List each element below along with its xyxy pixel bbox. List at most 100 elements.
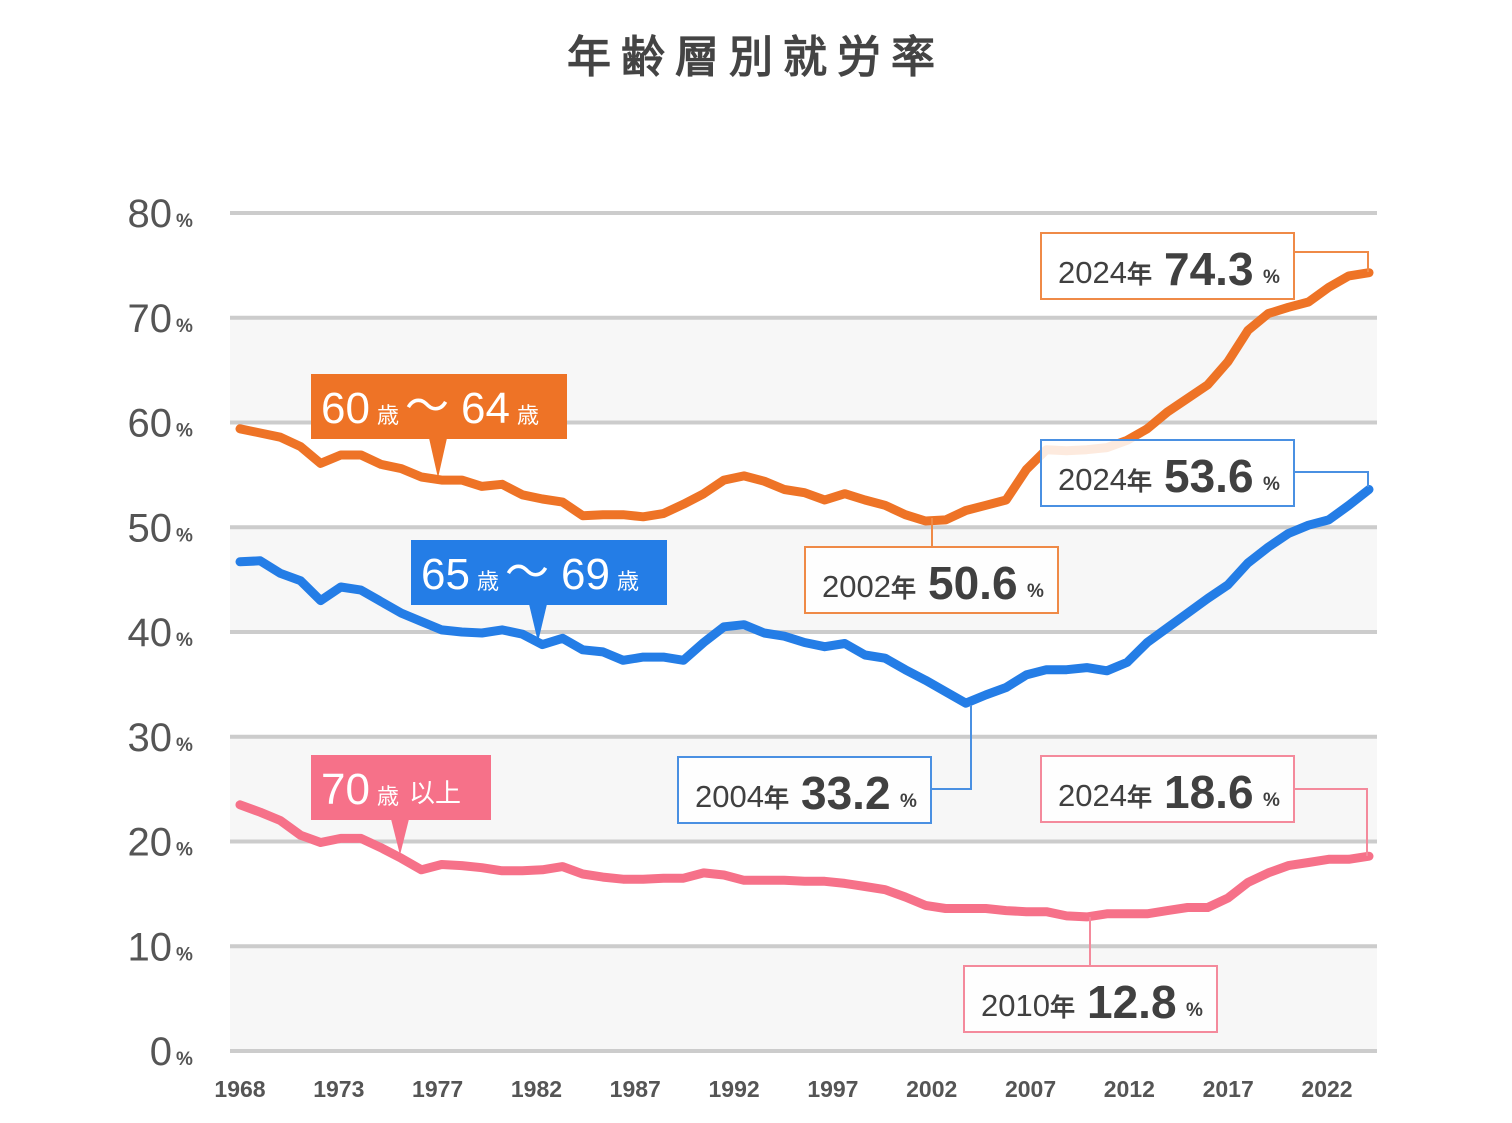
tag-pointer xyxy=(529,604,547,642)
annotation-box: 2024 年 18.6% xyxy=(1040,755,1295,823)
annotation-box: 2004 年 33.2% xyxy=(677,756,932,824)
x-tick-label: 2012 xyxy=(1104,1076,1155,1102)
x-tick-label: 1992 xyxy=(709,1076,760,1102)
annotation-year: 2024 xyxy=(1058,462,1127,497)
annotation-frame xyxy=(804,546,1059,614)
annotation-year-unit: 年 xyxy=(1050,993,1075,1022)
annotation-value: 74.3 xyxy=(1164,243,1254,295)
y-tick-unit: % xyxy=(176,840,193,861)
annotation-leaders xyxy=(930,251,1369,966)
y-tick-unit: % xyxy=(176,525,193,546)
annotation-year-unit: 年 xyxy=(1127,783,1152,812)
tag-age-unit: 歳 xyxy=(477,570,499,595)
annotation-percent: % xyxy=(1027,581,1044,602)
y-tick-label: 50 xyxy=(128,506,173,550)
annotation-value: 50.6 xyxy=(928,557,1018,609)
y-tick-label: 40 xyxy=(128,611,173,655)
y-tick-label: 0 xyxy=(150,1030,172,1074)
x-tick-label: 1982 xyxy=(511,1076,562,1102)
tag-age-unit: 歳 xyxy=(617,570,639,595)
annotation-year: 2024 xyxy=(1058,778,1127,813)
y-tick-label: 20 xyxy=(128,821,173,865)
tag-age-to: 69 xyxy=(561,550,610,599)
tag-age-from: 60 xyxy=(321,384,370,433)
annotation-box: 2002 年 50.6% xyxy=(804,546,1059,614)
annotations: 2024 年 74.3 %2002 年 50.6 %2024 年 53.6 %2004 年 33.2%… xyxy=(677,232,1295,1033)
y-tick-unit: % xyxy=(176,211,193,232)
annotation-percent: % xyxy=(900,791,917,812)
annotation-value: 53.6 xyxy=(1164,450,1254,502)
y-tick-unit: % xyxy=(176,944,193,965)
x-tick-label: 2022 xyxy=(1301,1076,1352,1102)
y-tick-unit: % xyxy=(176,421,193,442)
annotation-leader-line xyxy=(930,705,972,790)
annotation-value: 18.6 xyxy=(1164,766,1254,818)
annotation-box: 2024 年 53.6% xyxy=(1040,439,1295,507)
series-tags: 60 歳〜 64 歳65 歳〜 69 歳70 歳以上 xyxy=(311,374,667,855)
y-tick-unit: % xyxy=(176,1049,193,1070)
tag-suffix: 以上 xyxy=(409,779,461,809)
tag-background xyxy=(411,540,667,605)
chart-title: 年齢層別就労率 xyxy=(567,32,945,83)
x-tick-label: 1973 xyxy=(313,1076,364,1102)
annotation-year-unit: 年 xyxy=(764,784,789,813)
annotation-percent: % xyxy=(1263,790,1280,811)
tag-background xyxy=(311,755,491,820)
annotation-percent: % xyxy=(1186,1000,1203,1021)
annotation-year-unit: 年 xyxy=(891,574,916,603)
annotation-leader-line xyxy=(1294,788,1368,856)
annotation-value: 12.8 xyxy=(1087,976,1177,1028)
annotation-leader-line xyxy=(1294,471,1369,487)
y-tick-unit: % xyxy=(176,316,193,337)
annotation-frame xyxy=(1040,232,1295,300)
annotation-year: 2024 xyxy=(1058,255,1127,290)
annotation-box: 2024 年 74.3% xyxy=(1040,232,1295,300)
x-tick-label: 1977 xyxy=(412,1076,463,1102)
series-tag-1: 65 歳〜 69 歳 xyxy=(411,540,667,642)
tag-age-from: 70 xyxy=(321,765,370,814)
x-tick-label: 2007 xyxy=(1005,1076,1056,1102)
annotation-year: 2002 xyxy=(822,569,891,604)
annotation-frame xyxy=(1040,755,1295,823)
tag-separator: 〜 xyxy=(505,547,549,598)
annotation-box: 2010 年 12.8% xyxy=(963,965,1218,1033)
y-tick-label: 70 xyxy=(128,297,173,341)
tag-separator: 〜 xyxy=(405,381,449,432)
annotation-leader-line xyxy=(1294,251,1369,272)
tag-pointer xyxy=(391,819,409,855)
annotation-year: 2004 xyxy=(695,779,764,814)
y-tick-label: 10 xyxy=(128,925,173,969)
annotation-frame xyxy=(963,965,1218,1033)
annotation-year: 2010 xyxy=(981,988,1050,1023)
y-tick-unit: % xyxy=(176,735,193,756)
tag-age-unit: 歳 xyxy=(377,404,399,429)
annotation-year-unit: 年 xyxy=(1127,260,1152,289)
series-lines xyxy=(235,268,1374,922)
series-tag-0: 60 歳〜 64 歳 xyxy=(311,374,567,478)
series-tag-2: 70 歳以上 xyxy=(311,755,491,855)
x-tick-label: 1987 xyxy=(610,1076,661,1102)
annotation-frame xyxy=(1040,439,1295,507)
y-tick-label: 60 xyxy=(128,402,173,446)
y-tick-label: 80 xyxy=(128,192,173,236)
y-tick-unit: % xyxy=(176,630,193,651)
y-axis-ticks: 0 %10 %20 %30 %40 %50 %60 %70 %80% xyxy=(128,192,194,1074)
tag-age-unit: 歳 xyxy=(377,785,399,810)
tag-background xyxy=(311,374,567,439)
y-tick-label: 30 xyxy=(128,716,173,760)
tag-pointer xyxy=(429,438,447,478)
tag-age-to: 64 xyxy=(461,384,510,433)
x-tick-label: 1968 xyxy=(214,1076,265,1102)
x-tick-label: 2017 xyxy=(1203,1076,1254,1102)
x-axis-ticks: 1968 1973 1977 1982 1987 1992 1997 2002 2007 2012… xyxy=(214,1076,1352,1102)
tag-age-unit: 歳 xyxy=(517,404,539,429)
annotation-frame xyxy=(677,756,932,824)
annotation-year-unit: 年 xyxy=(1127,467,1152,496)
tag-age-from: 65 xyxy=(421,550,470,599)
annotation-percent: % xyxy=(1263,267,1280,288)
x-tick-label: 1997 xyxy=(807,1076,858,1102)
x-tick-label: 2002 xyxy=(906,1076,957,1102)
annotation-percent: % xyxy=(1263,474,1280,495)
annotation-value: 33.2 xyxy=(801,767,891,819)
